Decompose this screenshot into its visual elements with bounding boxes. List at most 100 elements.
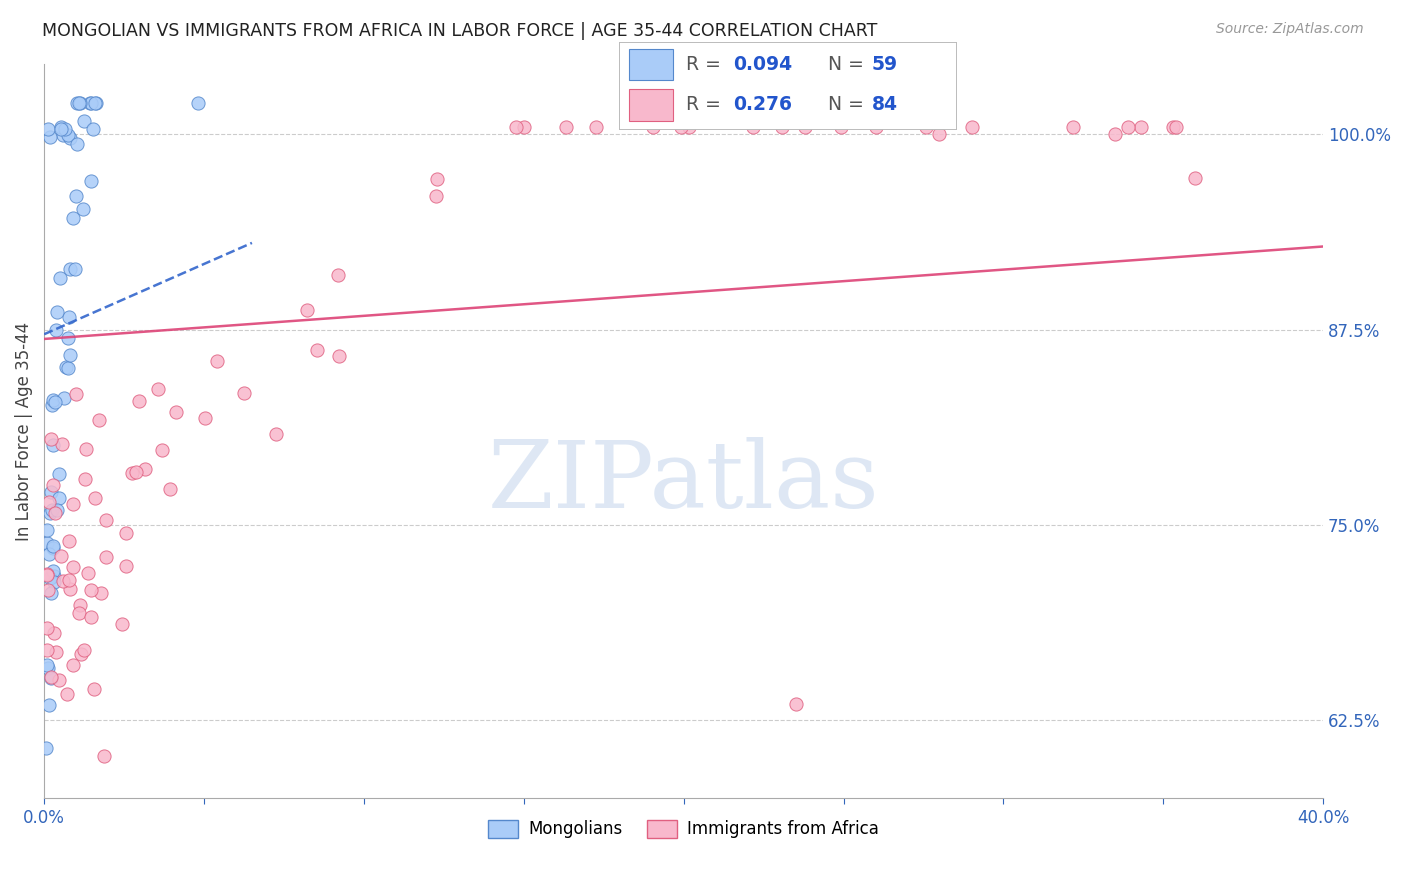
Point (51, 437, 73, 451)
Point (45, 502, 67, 516)
Point (295, 303, 318, 318)
Point (69, 598, 91, 612)
Point (79, 96, 101, 111)
Point (128, 394, 150, 409)
Text: 0.276: 0.276 (734, 95, 793, 114)
Point (39, 130, 62, 145)
Point (48, 491, 70, 505)
Point (585, 120, 607, 134)
Point (39, 670, 62, 684)
Point (37, 643, 59, 657)
Point (66, 96, 89, 111)
Point (915, 120, 938, 134)
Point (425, 172, 447, 186)
Point (63, 262, 86, 277)
Point (425, 188, 447, 202)
Point (62, 497, 84, 511)
Point (37, 122, 59, 136)
Point (830, 120, 852, 134)
Point (35, 657, 58, 672)
Point (38, 495, 60, 509)
Point (44, 569, 66, 583)
Point (55, 359, 77, 374)
Point (125, 465, 148, 479)
Point (41, 539, 63, 553)
Point (35, 524, 58, 538)
Point (83, 96, 105, 111)
Point (264, 426, 287, 441)
Point (669, 120, 692, 134)
Point (67, 96, 90, 111)
Point (42, 541, 65, 555)
Point (42, 392, 65, 407)
Point (928, 128, 950, 142)
Point (742, 120, 765, 134)
Legend: Mongolians, Immigrants from Africa: Mongolians, Immigrants from Africa (481, 813, 886, 845)
Point (305, 343, 328, 358)
Point (1129, 120, 1152, 134)
Point (41, 502, 63, 516)
Point (232, 385, 254, 400)
Point (76, 566, 98, 580)
Point (960, 120, 983, 134)
Point (37, 566, 59, 581)
Point (58, 573, 80, 587)
Point (80, 583, 103, 598)
Point (73, 643, 96, 657)
Point (45, 644, 67, 658)
Point (42, 477, 65, 491)
Point (678, 120, 700, 134)
Point (39, 586, 62, 600)
Point (48, 467, 70, 481)
Point (148, 382, 170, 396)
Point (505, 120, 527, 134)
Point (75, 442, 97, 456)
Point (39, 432, 62, 446)
Point (65, 387, 87, 401)
Y-axis label: In Labor Force | Age 35-44: In Labor Force | Age 35-44 (15, 321, 32, 541)
Point (111, 616, 134, 631)
Point (62, 560, 84, 574)
Point (44, 394, 66, 409)
Text: Source: ZipAtlas.com: Source: ZipAtlas.com (1216, 22, 1364, 37)
Text: 59: 59 (872, 55, 898, 74)
Point (1184, 171, 1206, 186)
Point (58, 360, 80, 375)
Point (42, 575, 65, 590)
Point (44, 506, 66, 520)
Point (42, 564, 65, 578)
Point (62, 657, 84, 672)
Point (80, 610, 103, 624)
Point (37, 582, 59, 597)
Point (38, 506, 60, 520)
Point (66, 136, 89, 151)
Point (150, 443, 173, 458)
Point (67, 606, 90, 620)
Point (1164, 120, 1187, 134)
Text: MONGOLIAN VS IMMIGRANTS FROM AFRICA IN LABOR FORCE | AGE 35-44 CORRELATION CHART: MONGOLIAN VS IMMIGRANTS FROM AFRICA IN L… (42, 22, 877, 40)
Point (37, 661, 59, 675)
Point (94, 550, 117, 565)
Point (205, 354, 228, 368)
Point (39, 485, 62, 500)
Point (770, 120, 793, 134)
Point (38, 547, 60, 561)
Point (62, 211, 84, 225)
Point (49, 120, 72, 135)
Point (194, 411, 217, 425)
Point (59, 348, 82, 362)
Point (65, 188, 87, 202)
Point (121, 466, 143, 480)
Point (79, 96, 101, 111)
Point (42, 438, 65, 452)
Point (37, 568, 59, 582)
Point (513, 120, 536, 134)
Point (115, 559, 138, 574)
Text: R =: R = (686, 95, 727, 114)
Point (326, 268, 349, 283)
Point (93, 749, 115, 764)
Point (70, 647, 93, 661)
Text: R =: R = (686, 55, 727, 74)
Point (865, 120, 887, 134)
Point (165, 405, 187, 419)
